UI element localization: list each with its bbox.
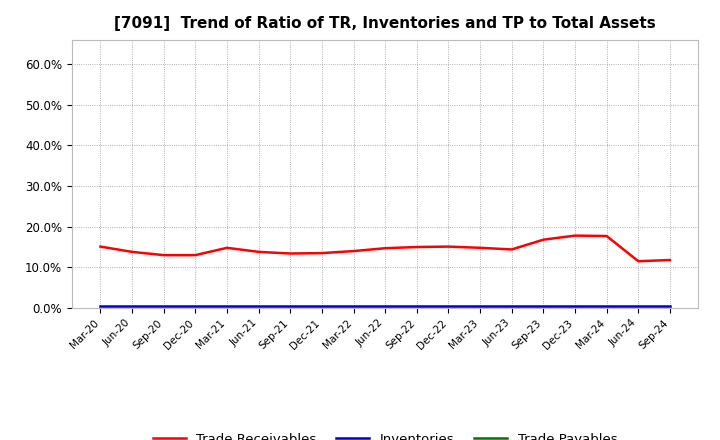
Trade Receivables	[444, 244, 453, 249]
Trade Payables	[603, 305, 611, 310]
Trade Receivables	[508, 247, 516, 252]
Inventories	[508, 303, 516, 308]
Inventories	[349, 303, 358, 308]
Inventories	[222, 303, 231, 308]
Trade Receivables	[571, 233, 580, 238]
Title: [7091]  Trend of Ratio of TR, Inventories and TP to Total Assets: [7091] Trend of Ratio of TR, Inventories…	[114, 16, 656, 32]
Inventories	[539, 303, 548, 308]
Trade Receivables	[286, 251, 294, 256]
Trade Payables	[159, 305, 168, 310]
Trade Payables	[476, 305, 485, 310]
Trade Receivables	[254, 249, 263, 254]
Trade Receivables	[349, 249, 358, 254]
Inventories	[665, 303, 674, 308]
Trade Receivables	[539, 237, 548, 242]
Trade Payables	[254, 305, 263, 310]
Inventories	[159, 303, 168, 308]
Inventories	[96, 303, 105, 308]
Trade Payables	[413, 305, 421, 310]
Trade Receivables	[634, 259, 643, 264]
Trade Payables	[634, 305, 643, 310]
Trade Receivables	[96, 244, 105, 249]
Trade Payables	[444, 305, 453, 310]
Inventories	[191, 303, 199, 308]
Trade Receivables	[127, 249, 136, 254]
Trade Payables	[349, 305, 358, 310]
Trade Receivables	[318, 250, 326, 256]
Inventories	[413, 303, 421, 308]
Trade Receivables	[222, 245, 231, 250]
Trade Payables	[665, 305, 674, 310]
Trade Payables	[127, 305, 136, 310]
Trade Payables	[508, 305, 516, 310]
Inventories	[603, 303, 611, 308]
Legend: Trade Receivables, Inventories, Trade Payables: Trade Receivables, Inventories, Trade Pa…	[148, 427, 623, 440]
Inventories	[254, 303, 263, 308]
Inventories	[476, 303, 485, 308]
Inventories	[634, 303, 643, 308]
Trade Payables	[318, 305, 326, 310]
Trade Receivables	[191, 253, 199, 258]
Line: Trade Receivables: Trade Receivables	[101, 235, 670, 261]
Inventories	[571, 303, 580, 308]
Inventories	[381, 303, 390, 308]
Trade Payables	[571, 305, 580, 310]
Trade Payables	[381, 305, 390, 310]
Trade Receivables	[413, 244, 421, 249]
Trade Receivables	[476, 245, 485, 250]
Trade Payables	[96, 305, 105, 310]
Inventories	[286, 303, 294, 308]
Trade Payables	[286, 305, 294, 310]
Inventories	[318, 303, 326, 308]
Trade Payables	[222, 305, 231, 310]
Trade Receivables	[381, 246, 390, 251]
Inventories	[127, 303, 136, 308]
Trade Receivables	[159, 253, 168, 258]
Trade Payables	[539, 305, 548, 310]
Trade Receivables	[665, 257, 674, 263]
Trade Payables	[191, 305, 199, 310]
Inventories	[444, 303, 453, 308]
Trade Receivables	[603, 233, 611, 238]
